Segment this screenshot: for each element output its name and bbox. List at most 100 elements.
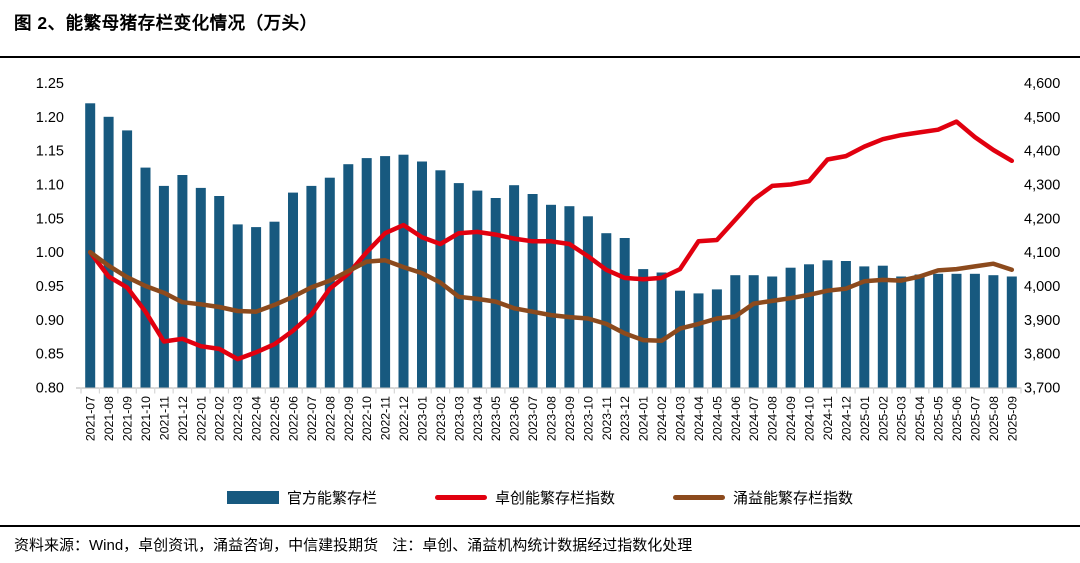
- x-axis-label: 2024-08: [766, 396, 780, 441]
- bar-2024-04: [693, 293, 704, 388]
- bar-2024-09: [785, 267, 796, 388]
- bar-2023-05: [490, 198, 501, 388]
- x-axis-label: 2024-11: [821, 396, 835, 440]
- note-text: 注：卓创、涌益机构统计数据经过指数化处理: [392, 537, 693, 554]
- bar-2023-10: [582, 216, 593, 388]
- x-axis-label: 2025-03: [895, 396, 909, 441]
- bar-2022-01: [195, 187, 206, 388]
- bar-2023-08: [546, 204, 556, 388]
- bar-2022-10: [361, 158, 372, 388]
- x-axis-label: 2022-11: [379, 396, 393, 440]
- red-line-swatch-icon: [434, 495, 487, 500]
- bar-2025-04: [914, 274, 925, 388]
- y-axis-label-left: 0.80: [36, 381, 64, 397]
- x-axis-label: 2023-03: [452, 396, 466, 441]
- bar-2023-02: [435, 170, 446, 388]
- bar-2022-11: [380, 156, 391, 388]
- x-axis-label: 2021-12: [176, 396, 190, 441]
- x-axis-label: 2025-07: [968, 396, 982, 441]
- bar-2021-10: [140, 167, 151, 388]
- bar-2022-04: [251, 227, 262, 388]
- source-text: 资料来源：Wind，卓创资讯，涌益咨询，中信建投期货: [14, 537, 379, 554]
- title-separator-line: [0, 56, 1080, 58]
- legend-label-yongyi: 涌益能繁存栏指数: [733, 490, 854, 507]
- y-axis-label-right: 3,700: [1024, 381, 1060, 397]
- y-axis-label-left: 0.85: [36, 347, 64, 363]
- bar-2025-07: [969, 273, 980, 388]
- bar-2021-12: [177, 175, 188, 388]
- bar-2021-08: [103, 116, 114, 388]
- x-axis-label: 2022-08: [323, 396, 337, 441]
- x-axis-label: 2022-10: [360, 396, 374, 441]
- line-series-1: [87, 249, 1015, 344]
- legend-item-zhuochuang: 卓创能繁存栏指数: [434, 487, 615, 508]
- x-axis-label: 2024-10: [803, 396, 817, 441]
- bar-2024-05: [711, 289, 722, 388]
- bar-2024-01: [638, 269, 649, 388]
- legend-label-zhuochuang: 卓创能繁存栏指数: [494, 490, 615, 507]
- x-axis-label: 2023-08: [545, 396, 559, 441]
- x-axis-label: 2021-09: [121, 396, 135, 441]
- bar-2025-06: [951, 273, 962, 388]
- source-note: 资料来源：Wind，卓创资讯，涌益咨询，中信建投期货 注：卓创、涌益机构统计数据经…: [14, 534, 1074, 555]
- x-axis-label: 2025-05: [932, 396, 946, 441]
- bar-2025-03: [896, 276, 907, 388]
- y-axis-label-right: 4,100: [1024, 245, 1060, 261]
- x-axis-label: 2025-09: [1005, 396, 1019, 441]
- y-axis-label-left: 1.25: [36, 76, 64, 92]
- bar-2021-07: [85, 103, 96, 388]
- bar-2024-10: [804, 264, 814, 388]
- x-axis-label: 2021-07: [84, 396, 98, 441]
- y-axis-label-right: 4,500: [1024, 110, 1060, 126]
- bar-2023-03: [453, 183, 464, 388]
- x-axis-label: 2022-04: [250, 396, 264, 441]
- bar-2024-12: [840, 261, 851, 388]
- bar-2022-02: [214, 196, 225, 388]
- bar-2024-07: [748, 275, 759, 388]
- x-axis-label: 2024-06: [729, 396, 743, 441]
- y-axis-label-right: 4,600: [1024, 76, 1060, 92]
- bar-2024-08: [767, 276, 778, 388]
- figure-title: 图 2、能繁母猪存栏变化情况（万头）: [14, 13, 318, 33]
- bar-2025-02: [877, 265, 888, 388]
- y-axis-label-left: 1.15: [36, 144, 64, 160]
- x-axis-label: 2025-01: [858, 396, 872, 441]
- x-axis-label: 2022-02: [213, 396, 227, 441]
- bar-2021-09: [122, 130, 133, 388]
- bar-2023-04: [472, 190, 483, 388]
- legend-item-official: 官方能繁存栏: [226, 487, 377, 508]
- y-axis-label-left: 0.90: [36, 313, 64, 329]
- x-axis-label: 2023-06: [508, 396, 522, 441]
- x-axis-label: 2024-07: [747, 396, 761, 441]
- x-axis-label: 2023-01: [415, 396, 429, 441]
- y-axis-label-left: 1.00: [36, 245, 64, 261]
- y-axis-label-left: 1.20: [36, 110, 64, 126]
- bar-2023-06: [509, 185, 520, 388]
- y-axis-label-right: 4,300: [1024, 178, 1060, 194]
- y-axis-label-left: 1.05: [36, 211, 64, 227]
- x-axis-label: 2021-08: [102, 396, 116, 441]
- bar-2025-05: [933, 273, 944, 388]
- x-axis-label: 2022-06: [286, 396, 300, 441]
- y-axis-label-right: 4,400: [1024, 144, 1060, 160]
- y-axis-label-left: 1.10: [36, 178, 64, 194]
- x-axis-label: 2022-09: [342, 396, 356, 441]
- bar-2022-12: [398, 154, 409, 388]
- y-axis-label-right: 3,900: [1024, 313, 1060, 329]
- bar-2024-02: [656, 272, 667, 388]
- y-axis-label-right: 4,200: [1024, 211, 1060, 227]
- bar-2023-12: [619, 238, 630, 388]
- x-axis-label: 2024-09: [784, 396, 798, 441]
- bar-2023-11: [601, 233, 612, 388]
- x-axis-label: 2025-02: [876, 396, 890, 441]
- bar-2024-11: [822, 260, 833, 388]
- bar-2022-03: [232, 224, 243, 388]
- x-axis-label: 2022-12: [397, 396, 411, 441]
- legend-item-yongyi: 涌益能繁存栏指数: [673, 487, 853, 508]
- x-axis-label: 2022-05: [268, 396, 282, 441]
- y-axis-label-left: 0.95: [36, 279, 64, 295]
- x-axis-label: 2024-04: [692, 396, 706, 441]
- x-axis-label: 2025-08: [987, 396, 1001, 441]
- bar-2021-11: [158, 185, 169, 388]
- line-series-0: [87, 119, 1015, 362]
